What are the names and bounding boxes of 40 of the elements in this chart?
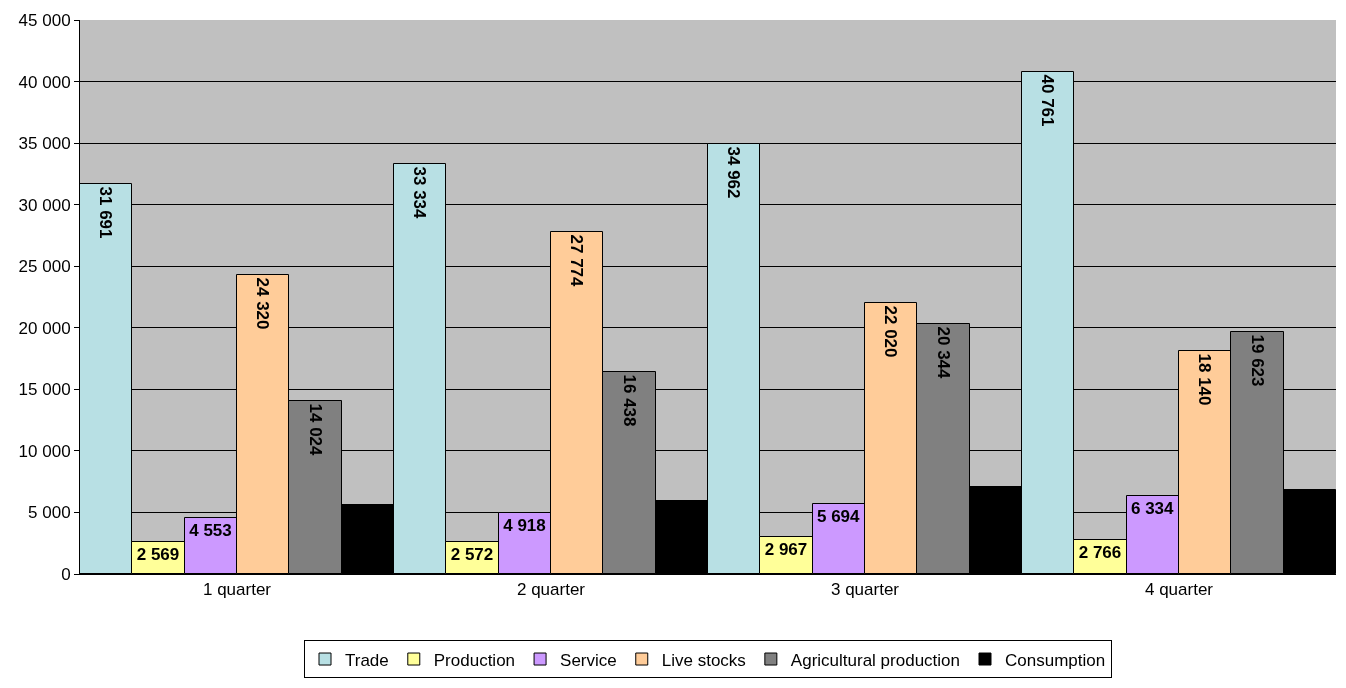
data-label: 16 438: [619, 374, 639, 427]
data-label: 40 761: [1038, 74, 1057, 127]
data-label: 20 344: [933, 326, 953, 380]
x-tick-label: 1 quarter: [202, 580, 272, 600]
y-tick-label: 0: [61, 564, 71, 584]
data-label: 6 334: [1130, 498, 1175, 518]
data-label: 2 967: [764, 539, 808, 559]
legend-label: Service: [560, 650, 617, 670]
data-label: 19 623: [1247, 334, 1267, 387]
data-label: 27 774: [567, 234, 586, 288]
x-tick-label: 2 quarter: [516, 580, 586, 600]
x-tick-label: 4 quarter: [1144, 580, 1214, 600]
data-label: 34 962: [724, 146, 743, 199]
data-label: 24 320: [253, 277, 272, 330]
data-label: 14 024: [305, 403, 325, 457]
data-label: 4 553: [189, 520, 232, 540]
x-tick-label: 3 quarter: [830, 580, 900, 600]
data-label: 4 918: [503, 515, 546, 535]
y-tick-label: 25 000: [18, 257, 71, 277]
data-label: 2 572: [450, 544, 494, 564]
y-tick-label: 15 000: [18, 380, 71, 400]
y-tick-label: 5 000: [28, 503, 71, 523]
data-label: 18 140: [1195, 353, 1214, 406]
data-label: 2 766: [1078, 542, 1122, 562]
data-label: 2 569: [136, 544, 180, 564]
y-tick-label: 20 000: [18, 318, 71, 338]
legend-label: Production: [433, 650, 516, 670]
data-label: 33 334: [410, 166, 429, 220]
data-label: 31 691: [96, 186, 115, 239]
legend-label: Agricultural production: [790, 650, 960, 670]
data-label: 5 694: [816, 506, 861, 526]
y-tick-label: 30 000: [18, 195, 71, 215]
legend-label: Live stocks: [661, 650, 746, 670]
y-tick-label: 10 000: [18, 441, 71, 461]
legend-label: Consumption: [1005, 650, 1106, 670]
y-tick-label: 35 000: [18, 134, 71, 154]
y-tick-label: 40 000: [18, 72, 71, 92]
y-tick-label: 45 000: [18, 10, 71, 30]
data-label: 22 020: [881, 305, 900, 358]
legend-label: Trade: [345, 650, 389, 670]
